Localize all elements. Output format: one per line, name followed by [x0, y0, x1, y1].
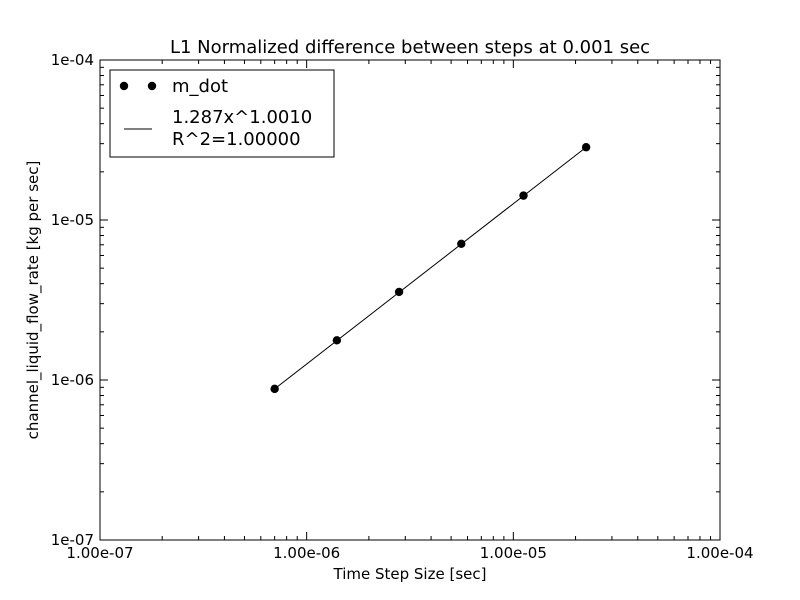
fit-line: [274, 146, 587, 390]
y-tick-label: 1e-05: [51, 211, 94, 229]
tick-labels: 1.00e-07 1.00e-06 1.00e-05 1.00e-04 1e-07 1e-…: [51, 51, 754, 562]
legend: m_dot 1.287x^1.0010 R^2=1.00000: [109, 69, 335, 158]
data-point: [332, 336, 342, 345]
data-marks: [270, 143, 591, 394]
plot-area: [99, 59, 721, 541]
legend-label-fit-line-2: R^2=1.00000: [172, 129, 301, 150]
x-tick-label: 1.00e-05: [480, 544, 547, 562]
y-tick-label: 1e-07: [51, 531, 94, 549]
y-axis-label: channel_liquid_flow_rate [kg per sec]: [24, 161, 43, 440]
legend-marker-m-dot-1: [119, 81, 129, 91]
data-point: [457, 239, 466, 248]
data-point: [394, 287, 404, 297]
data-point: [270, 384, 279, 394]
legend-marker-m-dot-2: [147, 81, 157, 91]
x-tick-label: 1.00e-07: [66, 544, 133, 562]
data-point: [581, 143, 591, 152]
y-tick-label: 1e-06: [51, 371, 94, 389]
legend-label-fit-line-1: 1.287x^1.0010: [172, 107, 312, 128]
legend-box: [109, 69, 335, 158]
x-axis-label: Time Step Size [sec]: [333, 565, 487, 583]
legend-label-m-dot: m_dot: [172, 76, 228, 97]
x-tick-label: 1.00e-04: [686, 544, 753, 562]
y-tick-label: 1e-04: [51, 51, 94, 69]
axis-ticks: [99, 59, 721, 541]
chart-title: L1 Normalized difference between steps a…: [170, 37, 650, 58]
data-point: [519, 191, 528, 200]
x-tick-label: 1.00e-06: [273, 544, 340, 562]
